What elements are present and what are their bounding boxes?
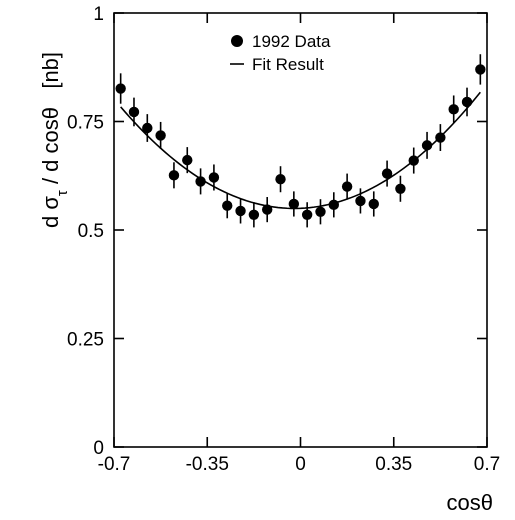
y-tick-label: 0.75 (67, 113, 104, 134)
y-tick-label: 0 (93, 438, 104, 459)
fit-curve-group (120, 91, 481, 210)
y-axis-title: d στ / d cosθ [nb] (38, 52, 71, 228)
y-axis-title-subscript: τ (54, 190, 71, 196)
data-point (222, 200, 233, 211)
data-point (315, 206, 326, 217)
data-point (208, 172, 220, 183)
data-point (195, 176, 206, 187)
data-point (475, 64, 486, 75)
data-point (261, 204, 273, 215)
data-point (341, 181, 353, 192)
fit-curve (120, 91, 481, 210)
x-tick-label: -0.35 (186, 454, 229, 475)
legend-label-data: 1992 Data (252, 32, 331, 51)
x-tick-label: -0.7 (98, 454, 131, 475)
y-tick-label: 1 (93, 4, 104, 25)
data-point (448, 104, 459, 115)
svg-text:d στ / d cosθ [nb]: d στ / d cosθ [nb] (38, 52, 71, 228)
x-tick-label: 0.35 (375, 454, 412, 475)
y-tick-label: 0.5 (78, 221, 104, 242)
data-point (408, 155, 419, 166)
data-point (288, 198, 300, 210)
data-point (301, 209, 313, 221)
x-tick-label: 0.7 (474, 454, 500, 475)
data-point (115, 83, 126, 94)
data-point (142, 122, 153, 134)
plot-axes (113, 12, 488, 448)
legend-marker-data (231, 35, 243, 47)
y-axis-title-rest: / d cosθ [nb] (38, 52, 63, 190)
data-point (235, 205, 246, 217)
y-axis-title-main: d σ (38, 196, 63, 228)
y-tick-label: 0.25 (67, 330, 104, 351)
data-point (248, 209, 260, 221)
axis-ticks: -0.7 -0.35 0 0.35 0.7 0 0.25 0.5 0.75 1 (67, 4, 500, 475)
data-point (461, 96, 473, 108)
data-point (168, 170, 180, 181)
legend-label-fit: Fit Result (252, 55, 324, 74)
data-point (368, 198, 379, 210)
data-point (395, 183, 406, 194)
data-point (381, 168, 393, 179)
data-point (275, 174, 286, 185)
data-point (328, 199, 340, 211)
x-axis-title: cosθ (447, 490, 493, 515)
data-point (435, 132, 446, 143)
data-point (355, 195, 366, 207)
data-point (182, 154, 193, 166)
data-points (115, 54, 486, 228)
data-point (128, 106, 140, 118)
plot-frame (113, 12, 488, 448)
data-point (421, 140, 433, 151)
x-tick-label: 0 (295, 454, 306, 475)
data-point (155, 130, 166, 141)
legend: 1992 Data Fit Result (230, 32, 331, 74)
